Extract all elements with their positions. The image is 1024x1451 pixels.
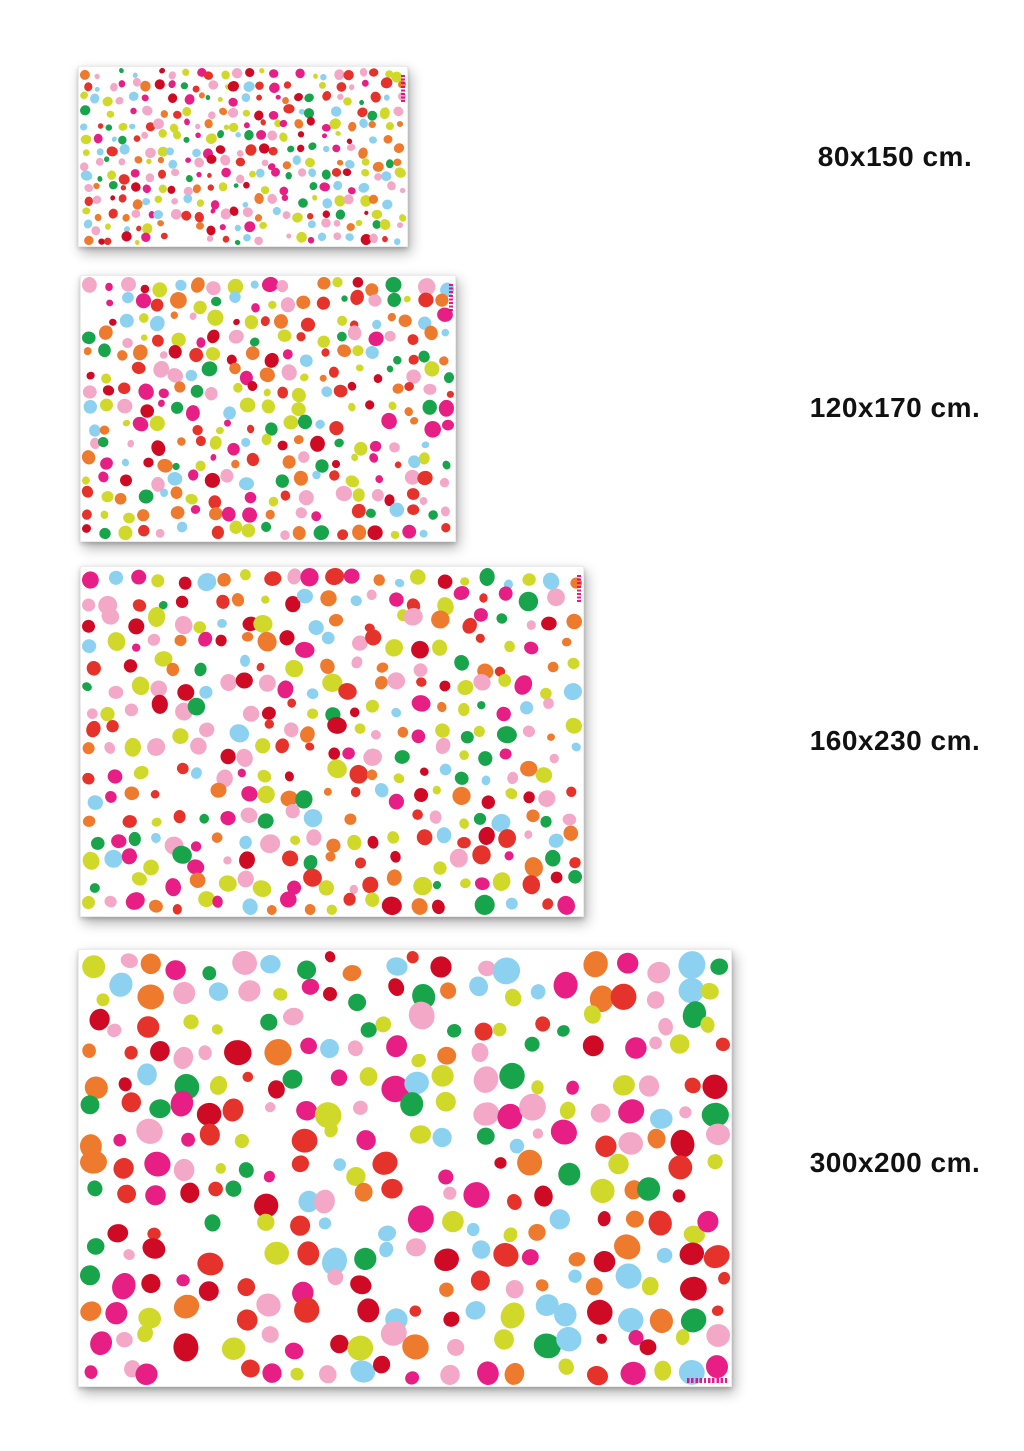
rug-swatch-300x200 (78, 949, 732, 1387)
size-label-300x200: 300x200 cm. (809, 1147, 981, 1178)
size-label-80x150: 80x150 cm. (817, 141, 973, 172)
brand-tag (449, 284, 453, 312)
polka-dot-pattern (81, 276, 455, 541)
brand-tag (401, 75, 405, 103)
brand-tag (577, 575, 581, 603)
polka-dot-pattern (81, 567, 582, 916)
brand-tag (687, 1378, 727, 1383)
rug-swatch-120x170 (80, 275, 456, 542)
polka-dot-pattern (79, 950, 731, 1386)
rug-swatch-160x230 (80, 566, 584, 917)
size-label-160x230: 160x230 cm. (809, 725, 981, 756)
polka-dot-pattern (79, 67, 407, 246)
size-label-120x170: 120x170 cm. (809, 392, 981, 423)
rug-swatch-80x150 (78, 66, 408, 247)
